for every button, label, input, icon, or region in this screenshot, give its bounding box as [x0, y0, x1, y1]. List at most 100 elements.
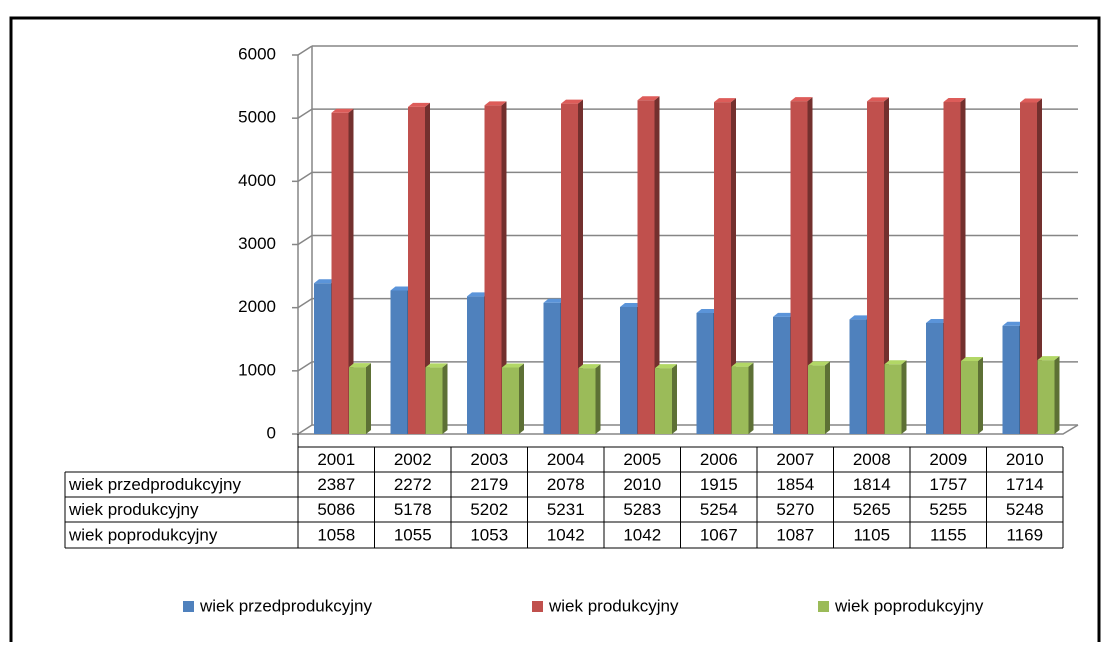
grid-line	[297, 361, 313, 372]
bar-top	[731, 362, 754, 367]
bar-front	[884, 364, 902, 434]
bar	[425, 363, 448, 434]
legend-swatch	[818, 601, 829, 612]
bar-front	[578, 368, 596, 434]
table-cell: 2387	[317, 475, 355, 494]
bar	[408, 102, 430, 434]
bar-top	[1002, 321, 1025, 326]
bar	[943, 98, 966, 434]
bar	[731, 362, 754, 434]
bar-top	[578, 364, 601, 369]
table-cell: 1757	[929, 475, 967, 494]
bar-top	[1020, 98, 1042, 103]
bar-side	[672, 364, 677, 434]
bar-side	[595, 364, 601, 434]
table-cell: 2272	[394, 475, 432, 494]
bar-front	[714, 102, 731, 435]
bar-top	[655, 364, 677, 369]
bar-front	[1020, 102, 1037, 434]
grid-line	[297, 424, 313, 435]
table-header: 2001	[317, 450, 355, 469]
bar-front	[790, 101, 808, 434]
grid-line	[297, 298, 313, 309]
bar-front	[696, 313, 714, 434]
bar-top	[867, 97, 889, 102]
table-cell: 5255	[929, 500, 967, 519]
table-cell: 1042	[547, 525, 585, 544]
bar-top	[408, 102, 430, 107]
grid-line	[297, 108, 313, 119]
bar-front	[620, 307, 637, 434]
y-tick-label: 3000	[238, 234, 276, 253]
bar-top	[773, 312, 795, 317]
bar-side	[748, 362, 754, 434]
y-tick-label: 4000	[238, 171, 276, 190]
table-cell: 5178	[394, 500, 432, 519]
table-header: 2010	[1006, 450, 1044, 469]
bar-top	[502, 363, 524, 368]
bar-top	[467, 292, 489, 297]
bar-top	[926, 319, 948, 324]
bar-top	[943, 98, 966, 103]
bar-front	[867, 101, 884, 435]
y-tick-label: 6000	[238, 44, 276, 63]
bar	[1020, 98, 1042, 434]
table-cell: 1042	[623, 525, 661, 544]
table-cell: 2078	[547, 475, 585, 494]
bar-side	[825, 361, 830, 434]
bar-top	[808, 361, 830, 366]
bar-top	[484, 101, 507, 106]
table-header: 2004	[547, 450, 585, 469]
table-header: 2007	[776, 450, 814, 469]
table-cell: 1087	[776, 525, 814, 544]
y-tick-label: 1000	[238, 360, 276, 379]
bar-top	[425, 363, 448, 368]
bar-front	[808, 365, 825, 434]
table-cell: 1714	[1006, 475, 1044, 494]
grid-line	[297, 171, 313, 182]
table-header: 2002	[394, 450, 432, 469]
y-tick-label: 5000	[238, 108, 276, 127]
bar-side	[731, 98, 736, 435]
table-cell: 1053	[470, 525, 508, 544]
table-cell: 1915	[700, 475, 738, 494]
legend-label: wiek poprodukcyjny	[834, 596, 984, 615]
table-cell: 1814	[853, 475, 891, 494]
table-cell: 5086	[317, 500, 355, 519]
bar-top	[561, 99, 583, 104]
bar-side	[442, 363, 448, 434]
bar	[484, 101, 507, 435]
bar	[578, 364, 601, 434]
bar	[349, 363, 371, 434]
bar-side	[807, 97, 813, 434]
bar-top	[637, 96, 660, 101]
bar-side	[654, 96, 660, 434]
table-row-label: wiek poprodukcyjny	[68, 525, 218, 544]
bar-side	[1054, 356, 1060, 434]
bar-side	[578, 99, 583, 434]
table-row-label: wiek przedprodukcyjny	[68, 475, 241, 494]
bar-side	[425, 102, 430, 434]
table-cell: 1058	[317, 525, 355, 544]
grid-line	[297, 234, 313, 246]
bar-front	[502, 367, 519, 434]
bar	[655, 364, 677, 434]
bar-side	[960, 98, 966, 434]
table-cell: 2179	[470, 475, 508, 494]
bar-top	[331, 108, 354, 113]
bar-top	[884, 360, 907, 365]
table-cell: 2010	[623, 475, 661, 494]
bar-top	[849, 315, 872, 320]
bar-top	[961, 357, 983, 362]
bar-top	[620, 303, 642, 308]
bar-front	[637, 100, 655, 434]
bar	[714, 98, 736, 435]
bar	[790, 97, 813, 434]
bar-side	[901, 360, 907, 434]
bar-top	[390, 286, 413, 291]
legend-label: wiek przedprodukcyjny	[199, 596, 372, 615]
grid-line	[297, 45, 313, 56]
table-cell: 5283	[623, 500, 661, 519]
y-tick-label: 0	[267, 423, 276, 442]
